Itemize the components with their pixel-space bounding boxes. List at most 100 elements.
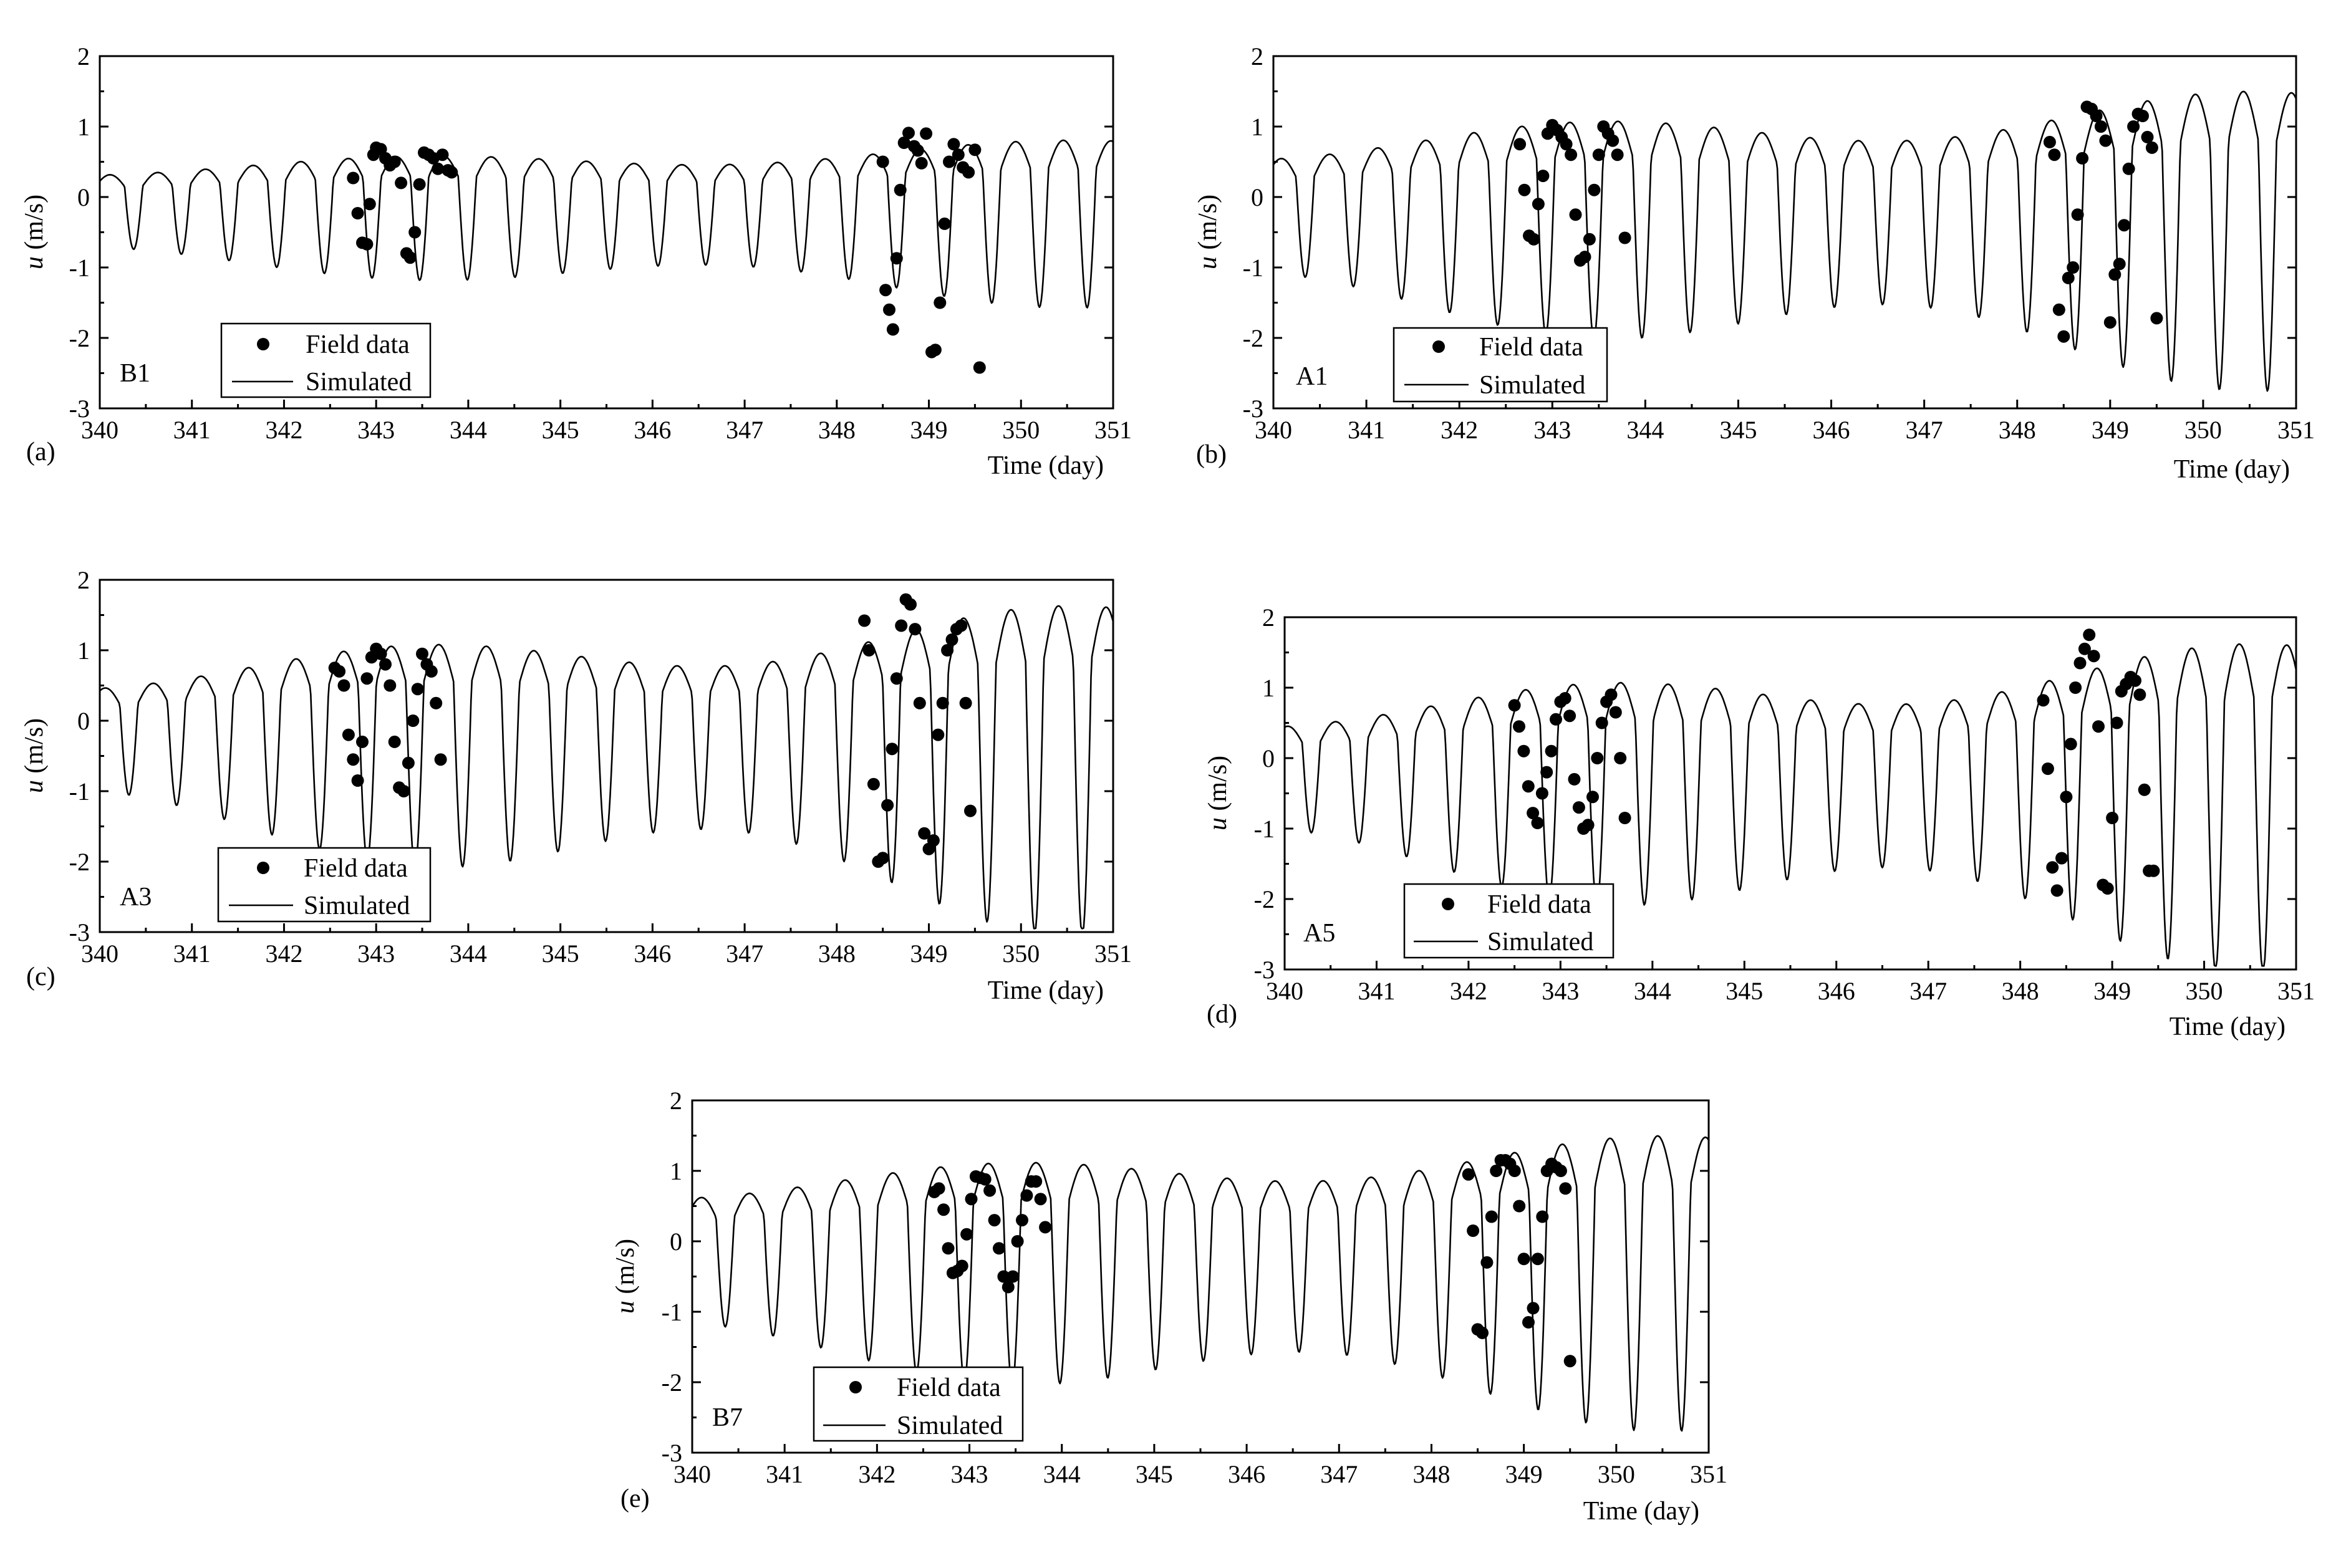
panel-e-field-point [997, 1270, 1010, 1283]
panel-b-field-point [1583, 233, 1596, 246]
panel-d-field-point [1618, 812, 1631, 824]
panel-d-field-point [1508, 699, 1521, 712]
panel-c-field-point [913, 696, 926, 709]
panel-c-field-point [407, 714, 420, 727]
panel-b-field-point [2099, 134, 2112, 147]
panel-d-field-point [2083, 628, 2096, 642]
panel-e-x-tick-label: 343 [951, 1460, 988, 1488]
panel-b-y-tick-label: -2 [1243, 324, 1263, 352]
panel-b-field-point [2076, 152, 2089, 165]
panel-d-field-point [1586, 791, 1599, 804]
panel-e-field-point [965, 1193, 978, 1206]
panel-e-field-point [1517, 1253, 1530, 1266]
panel-b-x-tick-label: 348 [1999, 416, 2036, 444]
panel-d-y-tick-label: -2 [1254, 885, 1275, 913]
panel-a-y-tick-label: -3 [69, 395, 90, 423]
panel-b-legend-simulated: Simulated [1479, 371, 1585, 400]
panel-b-field-point [2090, 110, 2103, 122]
panel-b-field-point [1532, 198, 1545, 211]
panel-d-y-tick-label: -1 [1254, 815, 1275, 843]
panel-a-field-point [911, 144, 924, 157]
panel-e-field-point [983, 1184, 997, 1197]
panel-c-field-point [945, 633, 958, 646]
panel-c-field-point [955, 619, 968, 632]
panel-d-legend-simulated: Simulated [1487, 928, 1593, 956]
panel-e-field-point [1002, 1281, 1015, 1294]
panel-c-simulated-line [99, 605, 1114, 930]
panel-a-field-point [929, 344, 942, 357]
panel-c-field-point [384, 679, 397, 692]
panel-b-y-tick-label: 0 [1251, 183, 1263, 211]
panel-e-field-point [932, 1182, 945, 1195]
panel-a-field-point [363, 198, 376, 211]
panel-b-field-point [1527, 233, 1540, 246]
panel-d-x-tick-label: 346 [1818, 977, 1855, 1005]
panel-a-field-point [934, 296, 947, 309]
panel-c-field-point [904, 598, 917, 611]
panel-b-field-point [2122, 162, 2135, 175]
panel-c-field-point [379, 658, 392, 671]
panel-b-field-point [1618, 231, 1631, 244]
panel-b-field-point [2067, 261, 2080, 274]
panel-e-field-point [1020, 1189, 1033, 1202]
panel-b-x-tick-label: 343 [1533, 416, 1571, 444]
panel-a-field-point [902, 127, 915, 140]
panel-d-field-point [2055, 852, 2068, 865]
panel-b-legend-dot-icon [1432, 340, 1445, 353]
panel-d-y-tick-label: 1 [1262, 674, 1275, 702]
panel-c-field-point [347, 753, 360, 766]
panel-d-x-tick-label: 347 [1909, 977, 1947, 1005]
panel-a-field-point [962, 166, 975, 179]
panel-a-field-point [445, 166, 458, 179]
panel-e-x-tick-label: 344 [1043, 1460, 1081, 1488]
panel-a-field-point [943, 155, 955, 168]
panel-a-field-point [879, 284, 892, 297]
panel-d-field-point [2092, 720, 2105, 733]
panel-a-field-point [347, 171, 360, 185]
panel-a-field-point [883, 303, 895, 316]
panel-d-x-tick-label: 344 [1634, 977, 1671, 1005]
panel-a-field-point [938, 217, 951, 230]
panel-a-simulated-line [99, 139, 1114, 309]
panel-d-field-point [1581, 819, 1595, 832]
panel-c-field-point [936, 696, 949, 709]
panel-c-x-tick-label: 350 [1002, 940, 1040, 968]
panel-d-field-point [1550, 713, 1562, 726]
panel-c-x-tick-label: 341 [173, 940, 211, 968]
panel-b-y-tick-label: 1 [1251, 113, 1263, 141]
panel-d-field-point [2133, 688, 2146, 701]
panel-d: 340 341 342 343 344 345 346 347 348 349 350 351 -3 -2… [1204, 604, 2315, 1041]
panel-c-field-point [867, 777, 880, 791]
panel-a-field-point [894, 183, 907, 196]
panel-a-field-point [351, 207, 364, 219]
panel-b-x-tick-label: 351 [2277, 416, 2315, 444]
panel-e-x-tick-label: 350 [1598, 1460, 1635, 1488]
panel-a-field-point [920, 127, 933, 140]
panel-a-field-point [973, 361, 986, 374]
panel-a-x-tick-label: 347 [726, 416, 763, 444]
panel-b-station: A1 [1296, 362, 1328, 391]
panel-b-field-point [2108, 268, 2122, 281]
panel-c-y-tick-label: 2 [77, 566, 90, 594]
panel-c-field-point [342, 728, 355, 741]
panel-c-legend-box [217, 847, 432, 923]
panel-d-x-tick-label: 342 [1450, 977, 1487, 1005]
panel-d-field-point [1563, 709, 1576, 723]
panel-a-y-tick-label: 1 [77, 113, 90, 141]
panel-c-y-tick-label: 1 [77, 637, 90, 665]
panel-e-field-point [1006, 1270, 1020, 1283]
panel-c-field-point [964, 804, 977, 817]
panel-d-field-point [1614, 752, 1627, 764]
panel-a-ylabel: u (m/s) [20, 195, 49, 269]
panel-e-field-points [928, 1154, 1576, 1368]
panel-b-x-tick-label: 341 [1348, 416, 1385, 444]
panel-e-field-point [993, 1242, 1005, 1255]
panel-b-field-point [1606, 134, 1620, 147]
panel-d-ylabel: u (m/s) [1204, 756, 1232, 830]
panel-e-field-point [1467, 1224, 1480, 1237]
panel-e-field-point [1480, 1256, 1494, 1269]
panel-b-field-point [2150, 312, 2163, 325]
panel-b-field-points [1513, 100, 2163, 343]
panel-b-field-point [1518, 183, 1531, 196]
panel-b-x-tick-label: 349 [2092, 416, 2129, 444]
